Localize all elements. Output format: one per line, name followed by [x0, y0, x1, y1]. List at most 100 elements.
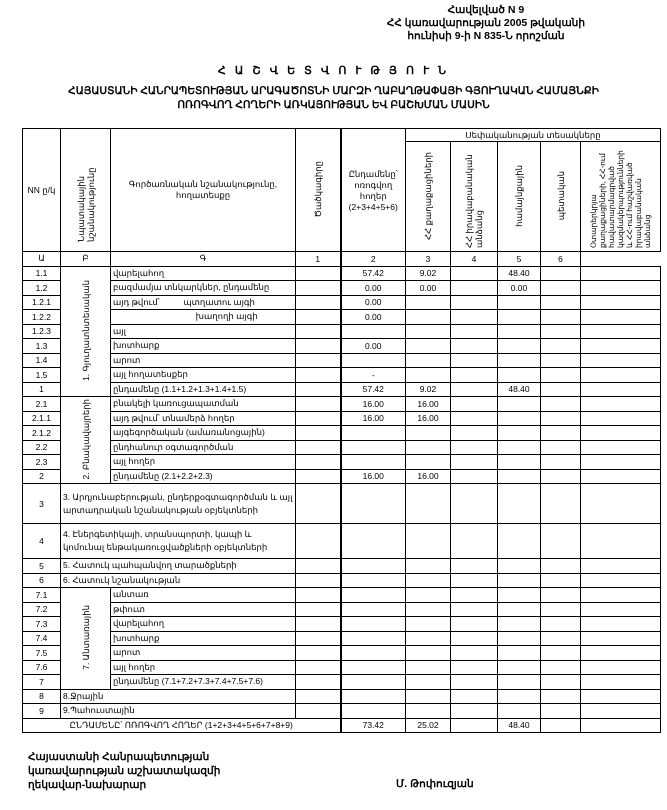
row-number: 4 [22, 523, 61, 559]
table-row: 7.2 թփուտ [22, 601, 662, 617]
row-value [540, 367, 581, 383]
row-value [339, 703, 406, 719]
row-value [405, 645, 451, 661]
row-value [497, 367, 541, 383]
row-description: անտառ [110, 587, 296, 603]
row-value [540, 454, 581, 470]
row-value [579, 558, 662, 574]
row-description: խոտհարք [110, 630, 296, 646]
row-code [295, 630, 341, 646]
row-value [579, 396, 662, 412]
row-value [450, 703, 498, 719]
footer-position: Հայաստանի Հանրապետության կառավարության ա… [28, 750, 220, 792]
row-value [450, 558, 498, 574]
row-code [295, 616, 341, 632]
row-value [339, 601, 406, 617]
row-number: 1 [22, 381, 61, 397]
row-description: այլ հողեր [110, 659, 296, 675]
row-value [540, 265, 581, 281]
row-code [295, 523, 341, 559]
header-community: համայնքային [497, 141, 541, 252]
row-value [497, 309, 541, 325]
row-value [540, 396, 581, 412]
row-code [295, 309, 341, 325]
row-value: 0.00 [339, 309, 406, 325]
row-code [295, 381, 341, 397]
row-value [450, 659, 498, 675]
row-value [405, 674, 451, 690]
row-value [540, 338, 581, 354]
row-code [295, 659, 341, 675]
row-number: 2.2 [22, 439, 61, 455]
table-row: 7.5 արոտ [22, 645, 662, 661]
row-value [579, 630, 662, 646]
row-value: 9.02 [405, 381, 451, 397]
row-description: 5. Հատուկ պահպանվող տարածքների [60, 558, 296, 574]
total-row-value [540, 717, 581, 733]
row-value [579, 367, 662, 383]
row-value [450, 616, 498, 632]
row-code [295, 483, 341, 524]
row-number: 2.1 [22, 396, 61, 412]
column-index-cell: Ա [22, 251, 61, 267]
row-number: 7 [22, 674, 61, 690]
row-value [579, 425, 662, 441]
row-description: վարելահող [110, 616, 296, 632]
row-value [579, 352, 662, 368]
row-value [540, 674, 581, 690]
row-value [450, 396, 498, 412]
row-value [540, 410, 581, 426]
table-row: 1.2.2 խաղողի այգի 0.00 [22, 309, 662, 325]
row-value [405, 572, 451, 588]
row-value [450, 439, 498, 455]
row-value [540, 352, 581, 368]
column-index-cell: 2 [339, 251, 406, 267]
row-value [405, 425, 451, 441]
row-number: 1.2.1 [22, 294, 61, 310]
row-value [450, 367, 498, 383]
row-number: 7.4 [22, 630, 61, 646]
table-row: 9 9.Պահուստային [22, 703, 662, 719]
row-value [540, 630, 581, 646]
row-description: ընդամենը (2.1+2.2+2.3) [110, 468, 296, 484]
row-value: 0.00 [405, 280, 451, 296]
total-row-label: ԸՆԴԱՄԵՆԸ՝ ՈՌՈԳՎՈՂ ՀՈՂԵՐ (1+2+3+4+5+6+7+8… [22, 717, 341, 733]
row-code [295, 439, 341, 455]
table-row: 5 5. Հատուկ պահպանվող տարածքների [22, 558, 662, 574]
table-row: 3 3. Արդյունաբերության, ընդերքօգտագործման… [22, 483, 662, 524]
header-ownership: Սեփականության տեսակները [404, 128, 662, 142]
table-row: 1.1 1. Գյուղատնտեսական վարելահող 57.42 9.02 4… [22, 265, 662, 397]
row-description: արոտ [110, 352, 296, 368]
row-value [405, 616, 451, 632]
total-row-value [450, 717, 498, 733]
row-value [405, 323, 451, 339]
column-index-cell: Գ [110, 251, 296, 267]
row-number: 7.2 [22, 601, 61, 617]
row-value [405, 688, 451, 704]
row-value [579, 659, 662, 675]
row-description: խաղողի այգի [110, 309, 296, 325]
row-value [450, 601, 498, 617]
row-description: խոտհարք [110, 338, 296, 354]
row-number: 2 [22, 468, 61, 484]
row-value: 48.40 [497, 381, 541, 397]
row-code [295, 396, 341, 412]
row-value [450, 294, 498, 310]
row-number: 5 [22, 558, 61, 574]
total-row-value: 25.02 [405, 717, 451, 733]
row-value [497, 659, 541, 675]
row-value: - [339, 367, 406, 383]
row-value [450, 483, 498, 524]
row-code [295, 454, 341, 470]
row-value [339, 645, 406, 661]
row-value [579, 454, 662, 470]
row-value [405, 454, 451, 470]
row-value [339, 439, 406, 455]
appendix-date: հունիսի 9-ի N 835-Ն որոշման [407, 30, 565, 42]
row-value [540, 294, 581, 310]
row-value [450, 572, 498, 588]
row-value [405, 439, 451, 455]
row-value [339, 454, 406, 470]
row-number: 6 [22, 572, 61, 588]
